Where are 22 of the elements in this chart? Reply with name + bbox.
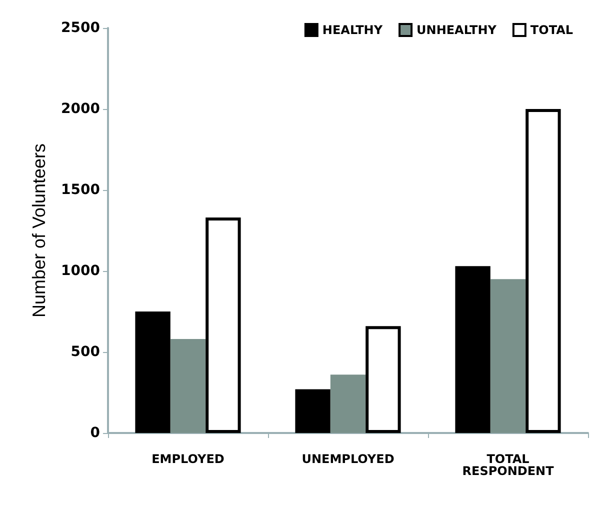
y-tick-label: 1500 [61, 182, 100, 198]
y-tick-label: 0 [90, 425, 100, 441]
bar [330, 374, 366, 433]
bar [206, 218, 241, 433]
y-tick-label: 500 [70, 344, 100, 360]
bar [455, 266, 490, 433]
y-tick-label: 2500 [61, 20, 100, 36]
x-tick-label: UNEMPLOYED [302, 452, 394, 466]
y-tick-label: 2000 [61, 101, 100, 117]
bar [135, 312, 170, 433]
legend-label: HEALTHY [322, 23, 383, 37]
bar [490, 279, 526, 433]
y-tick-label: 1000 [61, 263, 100, 279]
bar [526, 109, 561, 433]
legend-label: UNHEALTHY [416, 23, 497, 37]
x-tick-label: EMPLOYED [152, 452, 224, 466]
bar [295, 389, 330, 433]
bar [170, 339, 206, 433]
y-axis-title: Number of Volunteers [29, 143, 49, 318]
x-tick-label: TOTAL RESPONDENT [462, 452, 555, 478]
bar [366, 326, 401, 433]
legend-label: TOTAL [530, 23, 574, 37]
